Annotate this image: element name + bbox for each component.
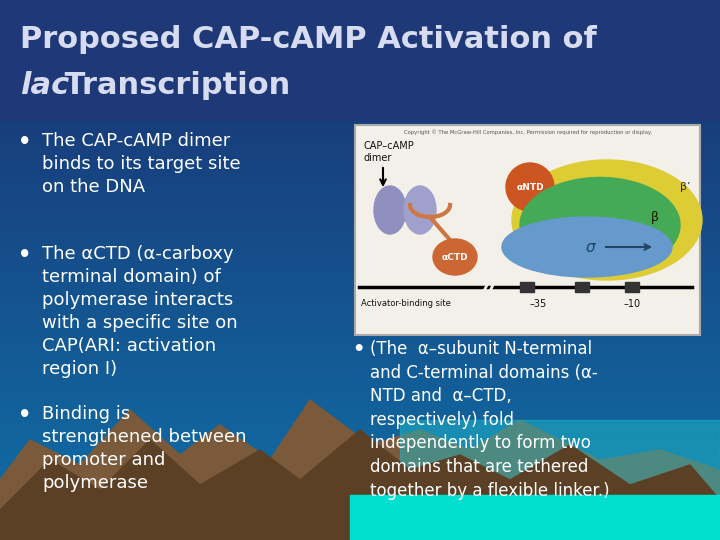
Text: CAP–cAMP
dimer: CAP–cAMP dimer [363, 141, 414, 163]
Text: Proposed CAP-cAMP Activation of: Proposed CAP-cAMP Activation of [20, 25, 597, 55]
Ellipse shape [433, 239, 477, 275]
Text: β: β [651, 211, 659, 224]
Text: –35: –35 [529, 299, 546, 309]
Polygon shape [0, 430, 720, 540]
Text: •: • [18, 132, 32, 152]
Text: Activator-binding site: Activator-binding site [361, 299, 451, 308]
Bar [625, 282, 639, 292]
Ellipse shape [506, 163, 554, 211]
Bar [520, 282, 534, 292]
Text: σ: σ [585, 240, 595, 254]
Text: •: • [18, 405, 32, 425]
Text: αNTD: αNTD [516, 183, 544, 192]
Polygon shape [350, 495, 720, 540]
Bar [0, 0, 720, 120]
Text: The αCTD (α-carboxy
terminal domain) of
polymerase interacts
with a specific sit: The αCTD (α-carboxy terminal domain) of … [42, 245, 238, 377]
Bar [355, 125, 700, 335]
Text: αCTD: αCTD [441, 253, 468, 261]
Text: –10: –10 [624, 299, 641, 309]
Text: •: • [352, 340, 364, 359]
Ellipse shape [512, 160, 702, 280]
Text: Copyright © The McGraw-Hill Companies, Inc. Permission required for reproduction: Copyright © The McGraw-Hill Companies, I… [404, 129, 652, 134]
Ellipse shape [404, 186, 436, 234]
Text: (The  α–subunit N-terminal
and C-terminal domains (α-
NTD and  α–CTD,
respective: (The α–subunit N-terminal and C-terminal… [370, 340, 610, 500]
Ellipse shape [520, 178, 680, 273]
Ellipse shape [374, 186, 406, 234]
Text: •: • [18, 245, 32, 265]
Polygon shape [0, 400, 720, 540]
Text: β’: β’ [680, 182, 690, 192]
Text: Transcription: Transcription [54, 71, 290, 99]
Polygon shape [400, 420, 720, 495]
Text: lac: lac [20, 71, 69, 99]
Ellipse shape [502, 217, 672, 277]
Bar [575, 282, 589, 292]
Text: Binding is
strengthened between
promoter and
polymerase: Binding is strengthened between promoter… [42, 405, 246, 492]
Text: The CAP-cAMP dimer
binds to its target site
on the DNA: The CAP-cAMP dimer binds to its target s… [42, 132, 240, 196]
